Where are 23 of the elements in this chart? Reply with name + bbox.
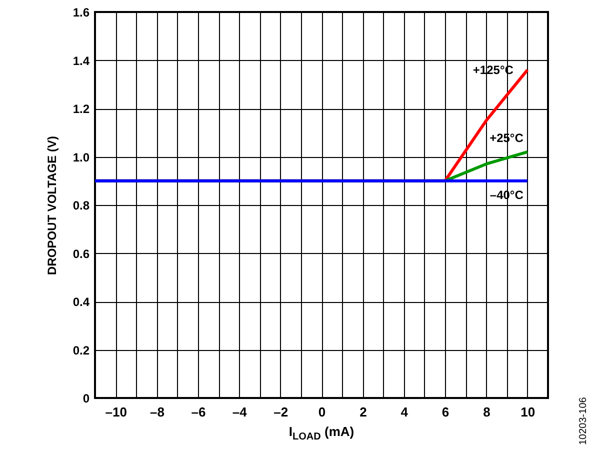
x-tick-label: –8 [150, 404, 165, 420]
y-tick-label: 1.4 [72, 54, 90, 68]
x-tick-label: –6 [191, 404, 206, 420]
y-axis-title: DROPOUT VOLTAGE (V) [44, 136, 59, 275]
y-tick-label: 0.8 [72, 198, 90, 212]
x-tick-label: 0 [318, 404, 326, 420]
x-tick-label: 4 [400, 404, 409, 420]
y-tick-label: 0.6 [72, 246, 90, 261]
y-tick-label: 1.2 [72, 102, 90, 116]
y-tick-label: 0 [82, 392, 90, 406]
x-tick-label: 8 [483, 404, 490, 420]
x-axis-title: I$_{LOAD}$ (mA) [288, 424, 356, 443]
text: 10203-106 [578, 397, 589, 445]
x-tick-label: –4 [232, 404, 248, 420]
y-tick-label: 1.6 [72, 6, 90, 20]
y-tick-label: 1.0 [72, 150, 90, 164]
x-tick-label: 2 [360, 404, 367, 420]
x-tick-label: 6 [442, 404, 450, 420]
x-tick-label: 10 [520, 404, 536, 420]
y-tick-label: 0.2 [72, 343, 90, 358]
y-tick-label: 0.4 [72, 295, 90, 309]
x-tick-label: –10 [105, 404, 127, 420]
x-tick-label: –2 [274, 404, 288, 420]
